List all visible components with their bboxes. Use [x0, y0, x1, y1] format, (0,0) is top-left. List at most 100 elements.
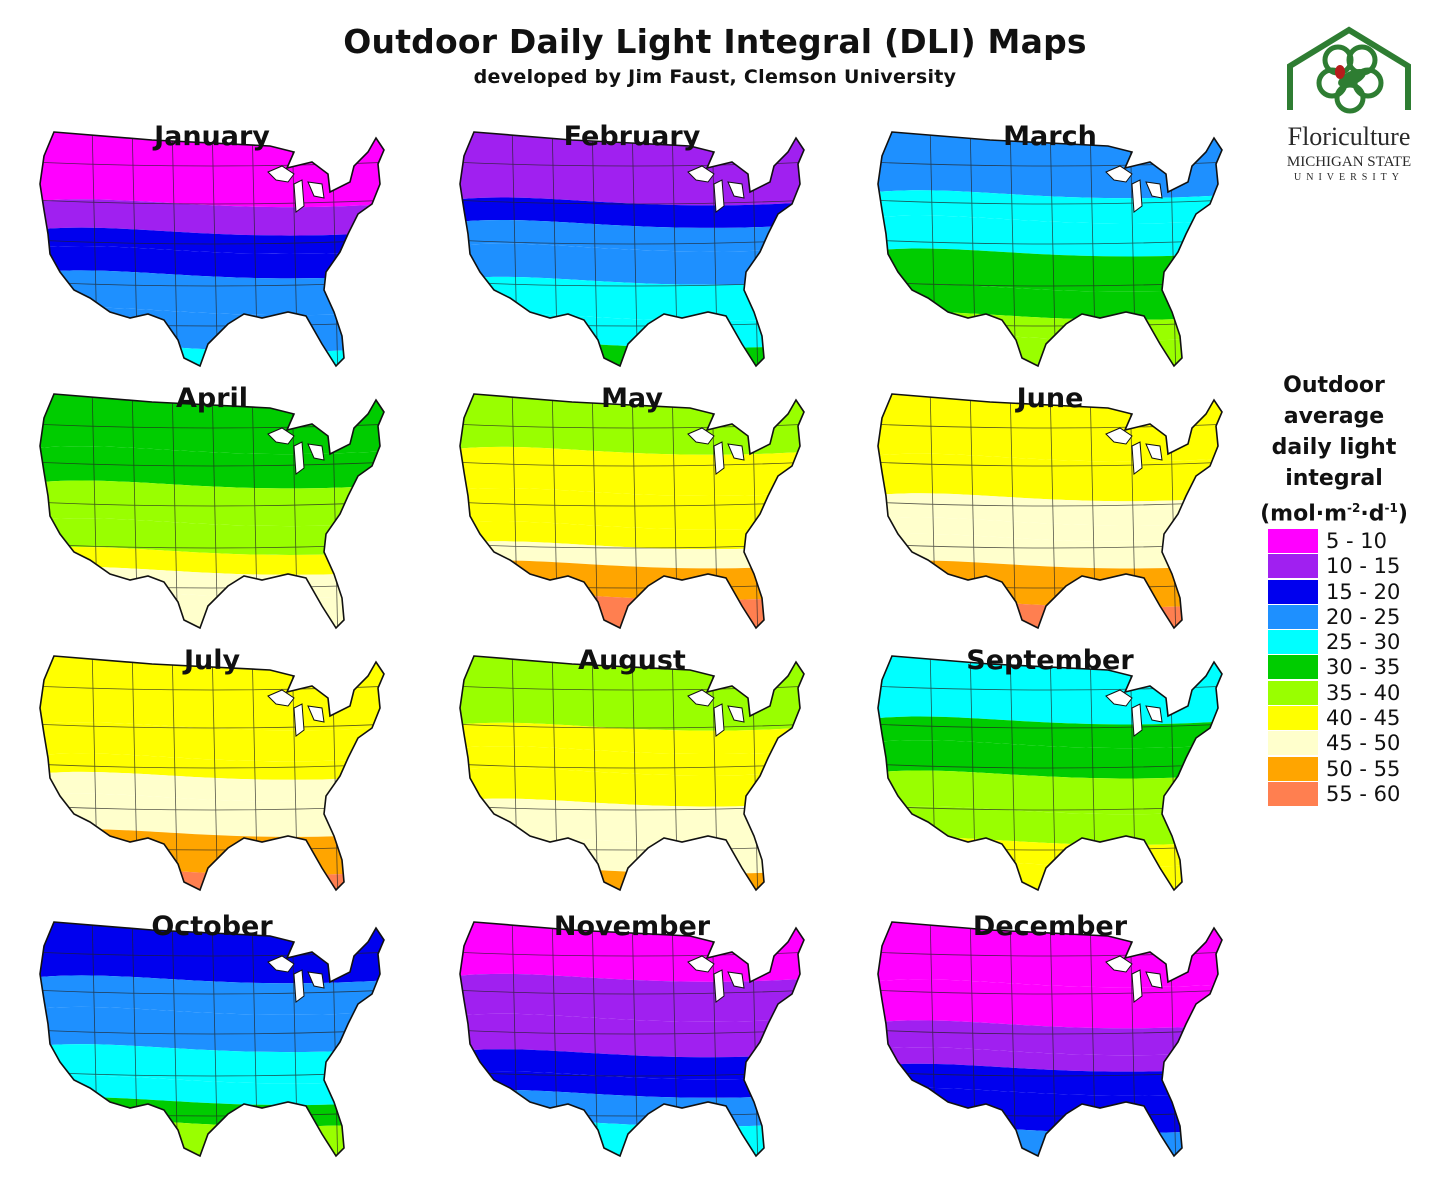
map-panel-november: November — [452, 912, 812, 1174]
legend-title-line: integral — [1285, 466, 1383, 491]
legend-unit: (mol·m-2·d-1) — [1244, 494, 1424, 528]
dli-zone — [40, 199, 384, 236]
great-lakes — [1105, 165, 1163, 213]
dli-zone — [460, 1049, 804, 1080]
dli-zone — [878, 1020, 1222, 1056]
great-lakes — [267, 689, 325, 737]
legend-range-label: 45 - 50 — [1326, 731, 1401, 756]
dli-zone — [878, 770, 1222, 815]
map-panel-may: May — [452, 384, 812, 646]
dli-zone — [460, 541, 804, 569]
month-label: November — [553, 911, 711, 942]
great-lakes — [267, 955, 325, 1003]
map-panel-october: October — [32, 912, 392, 1174]
legend-title-line: daily light — [1271, 435, 1397, 460]
dli-zone — [878, 806, 1222, 845]
legend-swatch — [1268, 630, 1318, 655]
dli-zone — [40, 518, 384, 555]
us-dli-map — [39, 921, 385, 1158]
great-lakes — [687, 165, 745, 213]
us-dli-map — [459, 655, 805, 892]
great-lakes — [687, 955, 745, 1003]
unit-mid: ·d — [1360, 501, 1385, 527]
dli-zone — [40, 480, 384, 527]
month-label: May — [601, 383, 663, 414]
us-outline — [459, 393, 805, 630]
map-panel-june: June — [870, 384, 1230, 646]
legend-range-label: 25 - 30 — [1326, 630, 1401, 655]
map-panel-december: December — [870, 912, 1230, 1174]
us-outline — [39, 921, 385, 1158]
legend-range-label: 35 - 40 — [1326, 680, 1401, 705]
unit-prefix: (mol·m — [1260, 501, 1348, 527]
month-label: April — [175, 383, 249, 414]
dli-zone — [878, 517, 1222, 542]
dli-zone — [40, 547, 384, 575]
dli-zone — [40, 793, 384, 837]
dli-zone — [460, 767, 804, 807]
dli-zone — [40, 753, 384, 780]
month-label: July — [183, 645, 241, 676]
logo-line-3: UNIVERSITY — [1294, 172, 1404, 183]
dli-zone — [40, 589, 384, 628]
page-subtitle: developed by Jim Faust, Clemson Universi… — [473, 66, 957, 88]
us-dli-map — [877, 393, 1223, 630]
map-panel-august: August — [452, 646, 812, 908]
dli-zone — [878, 248, 1222, 292]
great-lakes — [687, 689, 745, 737]
dli-zone — [40, 227, 384, 254]
us-outline — [877, 655, 1223, 892]
dli-zone — [40, 270, 384, 316]
legend-range-label: 30 - 35 — [1326, 655, 1401, 680]
us-dli-map — [459, 131, 805, 368]
legend-swatch — [1268, 529, 1318, 553]
map-panel-april: April — [32, 384, 392, 646]
month-label: March — [1003, 121, 1097, 152]
legend-range-label: 20 - 25 — [1326, 604, 1401, 629]
dli-zone — [460, 521, 804, 550]
us-outline — [39, 393, 385, 630]
dli-zone — [878, 283, 1222, 320]
us-outline — [459, 131, 805, 368]
dli-zone — [460, 243, 804, 285]
legend-range-label: 50 - 55 — [1326, 756, 1401, 781]
month-label: October — [151, 911, 273, 942]
us-dli-map — [459, 393, 805, 630]
legend-swatch — [1268, 756, 1318, 781]
floriculture-logo: Floriculture MICHIGAN STATE UNIVERSITY — [1276, 26, 1422, 186]
us-outline — [39, 655, 385, 892]
dli-zone — [460, 197, 804, 228]
dli-zone — [878, 132, 1222, 199]
legend-range-label: 5 - 10 — [1326, 529, 1388, 553]
month-label: August — [578, 645, 686, 676]
map-panel-july: July — [32, 646, 392, 908]
dli-zone — [40, 771, 384, 802]
dli-zone — [878, 493, 1222, 526]
month-label: January — [154, 121, 270, 152]
month-label: December — [972, 911, 1128, 942]
dli-zone — [878, 922, 1222, 988]
legend-title-line: average — [1283, 404, 1385, 429]
map-panel-march: March — [870, 122, 1230, 384]
great-lakes — [1105, 955, 1163, 1003]
dli-zone — [40, 1044, 384, 1084]
dli-zone — [40, 1118, 384, 1156]
us-dli-map — [877, 921, 1223, 1158]
dli-zone — [878, 1047, 1222, 1072]
us-dli-map — [459, 921, 805, 1158]
dli-zone — [460, 922, 804, 982]
dli-zone — [460, 1118, 804, 1156]
flower-house-logo-icon — [1287, 26, 1411, 114]
us-dli-map — [39, 655, 385, 892]
legend-swatch — [1268, 731, 1318, 756]
dli-zone — [460, 1013, 804, 1058]
dli-zone — [878, 1063, 1222, 1096]
great-lakes — [687, 427, 745, 475]
unit-exponent: -2 — [1347, 501, 1361, 515]
legend-range-label: 10 - 15 — [1326, 554, 1401, 579]
legend-swatch — [1268, 781, 1318, 806]
dli-zone — [878, 1125, 1222, 1156]
unit-exponent: -1 — [1384, 501, 1398, 515]
us-outline — [877, 131, 1223, 368]
dli-zone — [878, 656, 1222, 725]
